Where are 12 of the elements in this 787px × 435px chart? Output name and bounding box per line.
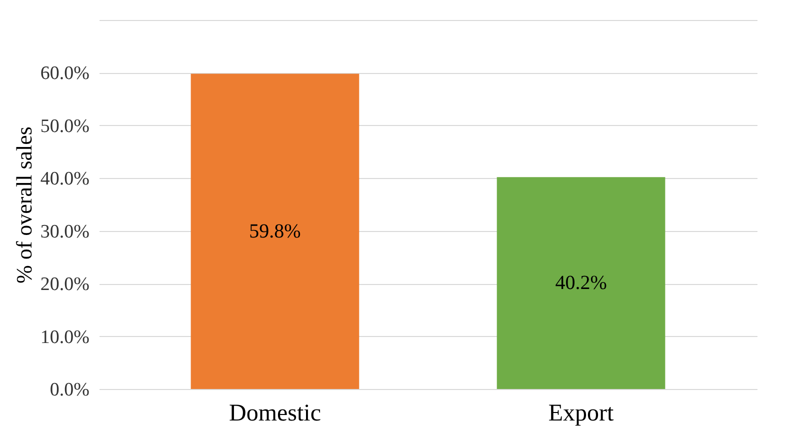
y-tick-label: 30.0% [40, 221, 90, 242]
y-tick-label: 20.0% [40, 274, 90, 296]
y-tick-label: 40.0% [40, 168, 90, 190]
data-label: 59.8% [249, 220, 301, 242]
data-label: 40.2% [555, 272, 607, 294]
y-tick-label: 0.0% [50, 380, 90, 400]
y-tick-label: 10.0% [40, 326, 90, 348]
y-tick-label: 60.0% [40, 63, 90, 84]
y-axis-title: % of overall sales [11, 126, 36, 284]
y-tick-label: 50.0% [40, 116, 90, 137]
x-tick-label: Domestic [228, 400, 321, 426]
x-tick-label: Export [548, 400, 614, 426]
